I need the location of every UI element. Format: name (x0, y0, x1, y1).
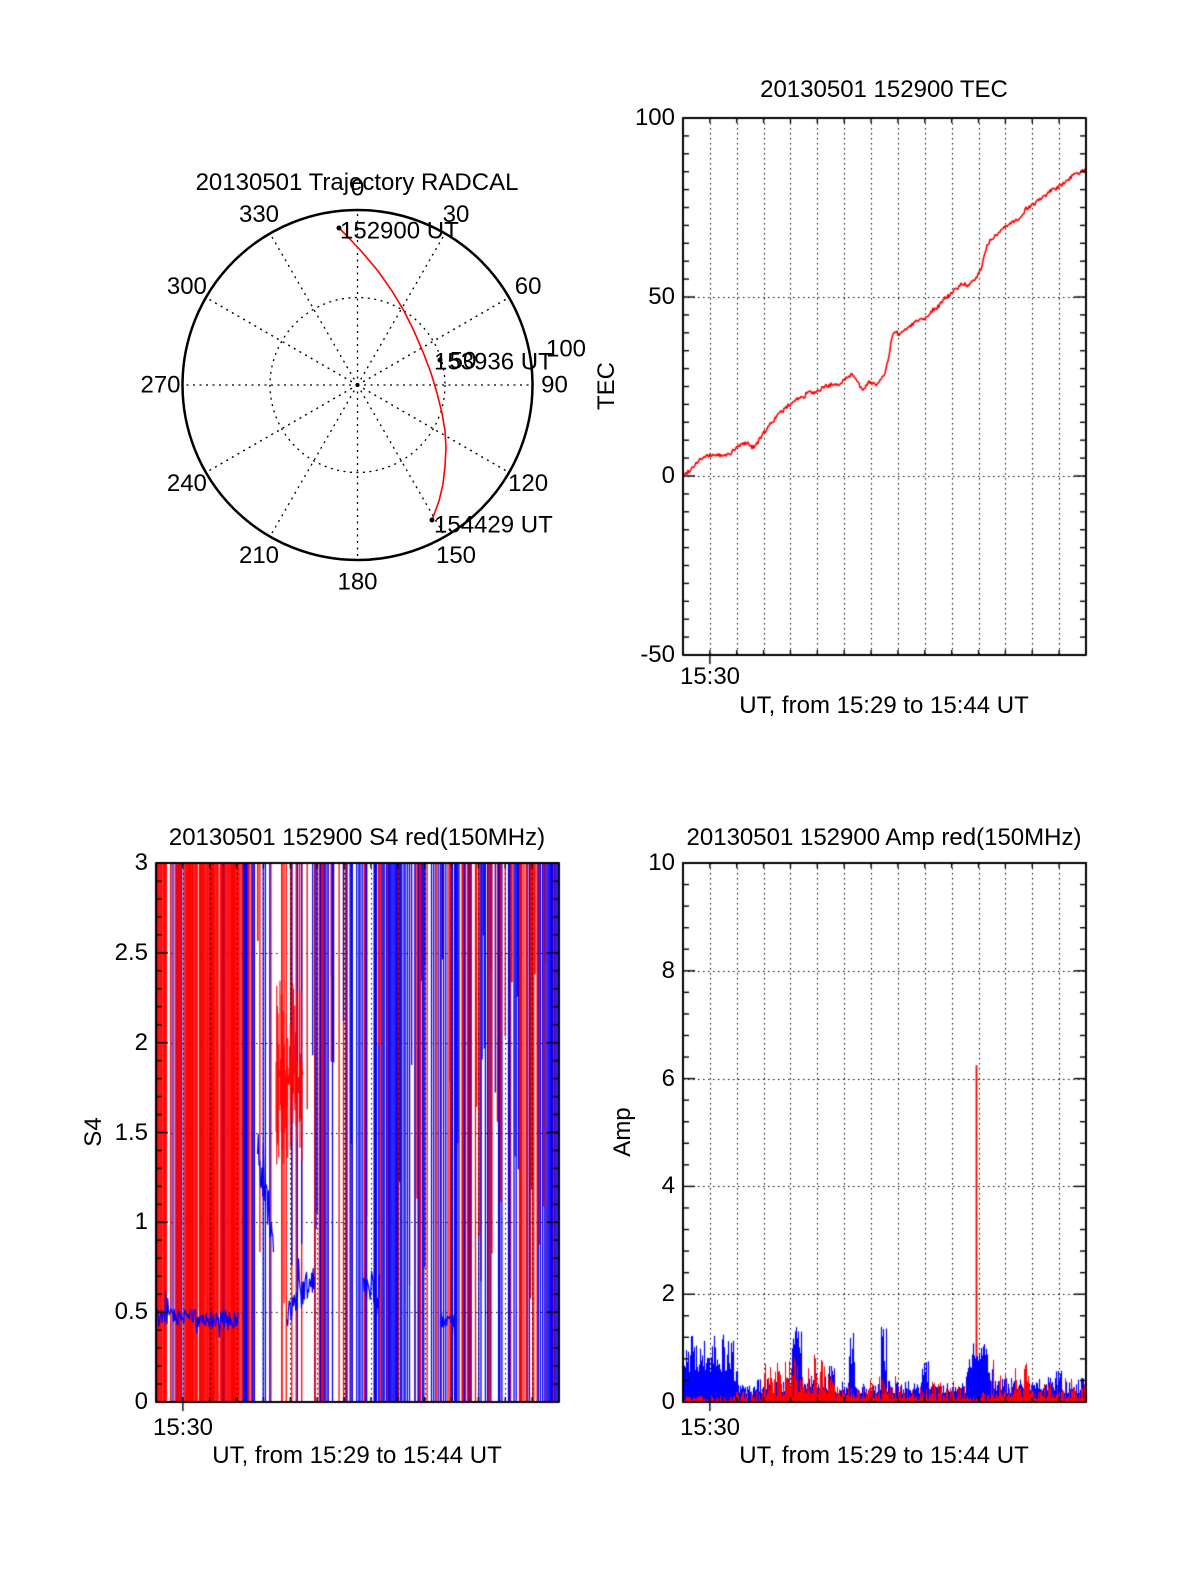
amp-title: 20130501 152900 Amp red(150MHz) (686, 824, 1082, 851)
amp-ytick-label: 10 (648, 849, 675, 876)
azimuth-tick-label: 90 (541, 372, 568, 399)
s4-plot (140, 847, 575, 1418)
tec-ytick-label: 0 (661, 462, 675, 489)
s4-ytick-label: 1 (134, 1208, 148, 1236)
amp-ytick-label: 8 (661, 956, 675, 984)
trajectory-marker-dot (429, 517, 435, 523)
trajectory-time-label: 154429 UT (434, 512, 553, 539)
trajectory-plot: 0 30 60 90 120 150 180 210 240 270 300 330 152900 UT… (140, 175, 586, 596)
amp-plot (667, 847, 1102, 1418)
polar-outer-circle (181, 208, 534, 562)
azimuth-tick-label: 270 (140, 372, 180, 399)
azimuth-tick-label: 120 (508, 470, 548, 497)
azimuth-tick-label: 330 (239, 201, 279, 228)
azimuth-tick-label: 210 (239, 542, 279, 569)
amp-xtick-label: 15:30 (679, 1414, 741, 1441)
polar-center-dot (355, 383, 360, 387)
azimuth-tick-label: 300 (167, 273, 207, 300)
trajectory-time-label: 152900 UT (340, 218, 459, 245)
tec-ytick-label: -50 (640, 641, 675, 668)
s4-ytick-label: 2.5 (114, 938, 148, 966)
azimuth-tick-label: 150 (436, 542, 476, 569)
tec-xlabel: UT, from 15:29 to 15:44 UT (739, 692, 1029, 719)
s4-ytick-label: 0 (134, 1388, 148, 1415)
polar-inner-circle (269, 296, 446, 474)
amp-ytick-label: 2 (661, 1280, 675, 1308)
s4-ytick-label: 0.5 (114, 1298, 148, 1326)
trajectory-title: 20130501 Trajectory RADCAL (195, 169, 519, 196)
amp-xlabel: UT, from 15:29 to 15:44 UT (739, 1442, 1029, 1469)
amp-ytick-label: 0 (661, 1388, 675, 1415)
s4-title: 20130501 152900 S4 red(150MHz) (168, 824, 546, 851)
tec-plot (667, 102, 1102, 671)
tec-ytick-label: 50 (648, 283, 675, 310)
radial-tick-label: 50 (450, 348, 477, 375)
azimuth-tick-label: 180 (337, 569, 377, 596)
tec-ylabel: TEC (593, 362, 620, 410)
s4-xtick-label: 15:30 (152, 1414, 214, 1441)
radial-tick-label: 100 (546, 336, 586, 363)
polar-ray (356, 233, 446, 386)
trajectory-track (338, 227, 447, 521)
trajectory-time-label: 153936 UT (434, 349, 553, 376)
azimuth-tick-label: 0 (351, 175, 364, 202)
s4-ytick-label: 2 (134, 1028, 148, 1056)
tec-title: 20130501 152900 TEC (760, 76, 1008, 103)
amp-ytick-label: 6 (661, 1064, 675, 1092)
tec-ytick-label: 100 (634, 104, 675, 131)
s4-xlabel: UT, from 15:29 to 15:44 UT (212, 1442, 502, 1469)
tec-xtick-label: 15:30 (679, 663, 741, 690)
amp-ytick-label: 4 (661, 1172, 675, 1200)
s4-ytick-label: 1.5 (114, 1118, 148, 1146)
trajectory-marker-dot (437, 357, 443, 363)
azimuth-tick-label: 30 (443, 201, 470, 228)
s4-ytick-label: 3 (134, 849, 148, 876)
azimuth-tick-label: 240 (167, 470, 207, 497)
trajectory-marker-dot (336, 225, 342, 231)
azimuth-tick-label: 60 (515, 273, 542, 300)
